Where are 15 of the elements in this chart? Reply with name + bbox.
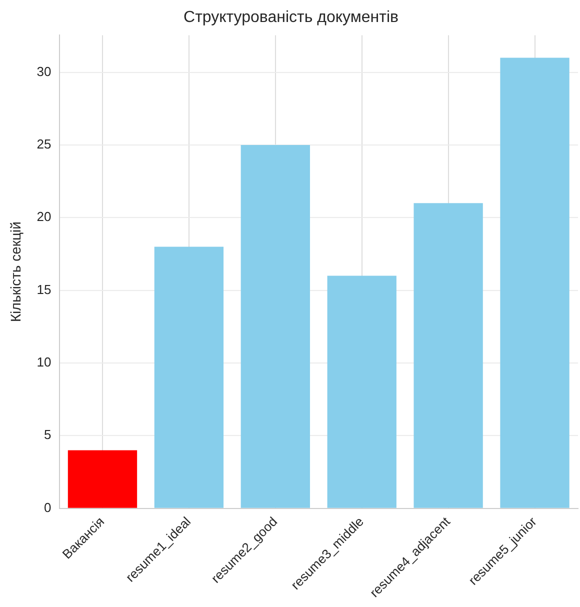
y-axis-title: Кількість секцій: [7, 222, 24, 322]
y-tick-label: 5: [44, 427, 52, 442]
y-tick-label: 25: [36, 136, 52, 152]
bar: [414, 203, 483, 508]
y-tick-label: 20: [36, 209, 52, 224]
y-tick-label: 0: [44, 500, 52, 515]
chart-title: Структурованість документів: [184, 9, 398, 26]
bar: [327, 276, 396, 508]
y-tick-label: 10: [36, 354, 52, 370]
y-tick-label: 15: [36, 282, 52, 297]
bar: [68, 450, 138, 508]
bar: [500, 58, 570, 508]
y-tick-label: 30: [36, 64, 52, 79]
bar: [154, 246, 224, 508]
bar: [240, 144, 310, 508]
